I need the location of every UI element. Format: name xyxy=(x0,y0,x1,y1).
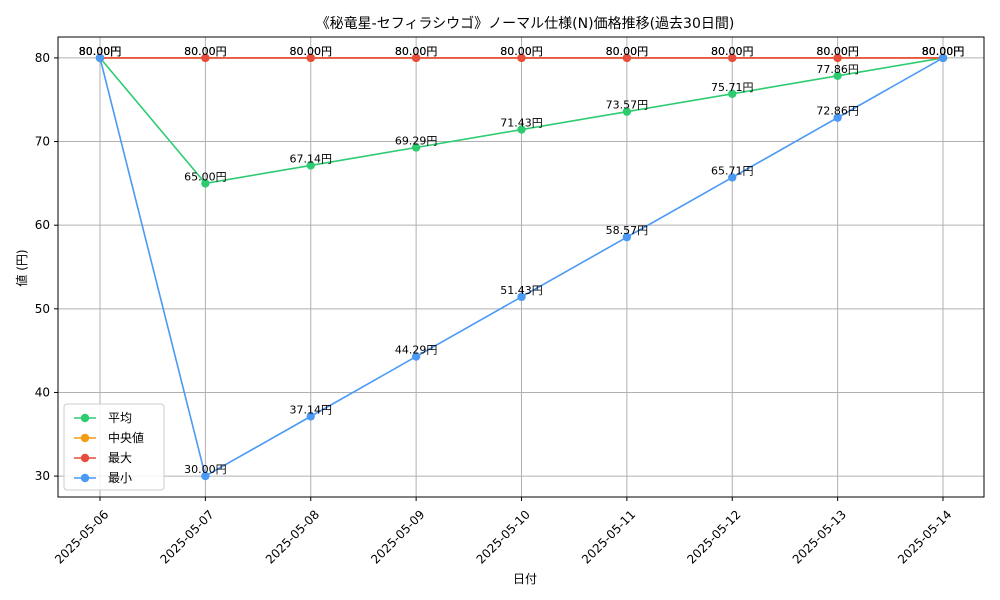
series-2-data-label: 80.00円 xyxy=(395,45,438,58)
legend-swatch-marker xyxy=(80,453,90,463)
legend-label: 平均 xyxy=(108,411,132,425)
legend-label: 中央値 xyxy=(108,430,144,445)
series-3-point xyxy=(411,352,421,361)
series-0-data-label: 67.14円 xyxy=(290,152,333,165)
series-3-point xyxy=(728,173,737,182)
series-0-data-label: 80.00円 xyxy=(79,45,122,58)
y-tick-label: 40 xyxy=(35,385,50,399)
series-2-data-label: 80.00円 xyxy=(711,45,754,58)
series-2-point xyxy=(833,53,842,63)
series-2-data-label: 80.00円 xyxy=(922,45,965,58)
series-0-data-label: 71.43円 xyxy=(500,117,543,130)
series-2-point xyxy=(201,53,210,63)
series-2-point xyxy=(622,53,632,63)
series-3-point xyxy=(517,292,526,302)
series-1-data-label: 80.00円 xyxy=(395,45,438,58)
series-0-data-label: 77.86円 xyxy=(816,63,859,76)
series-0-point xyxy=(517,125,526,134)
series-2-data-label: 80.00円 xyxy=(79,45,122,58)
series-0-point xyxy=(728,89,737,98)
series-0-data-label: 73.57円 xyxy=(606,99,649,112)
series-3-point xyxy=(95,53,105,63)
series-2-data-label: 80.00円 xyxy=(184,45,227,58)
series-2-data-label: 80.00円 xyxy=(500,45,543,58)
y-tick-label: 50 xyxy=(35,302,50,316)
series-3-data-label: 37.14円 xyxy=(290,403,333,416)
series-2-point xyxy=(517,53,526,63)
chart-title: 《秘竜星-セフィラシウゴ》ノーマル仕様(N)価格推移(過去30日間) xyxy=(316,15,735,32)
series-3-data-label: 44.29円 xyxy=(395,344,438,357)
series-2-data-label: 80.00円 xyxy=(290,45,333,58)
series-1-data-label: 80.00円 xyxy=(816,45,859,58)
series-2-data-label: 80.00円 xyxy=(816,45,859,58)
series-3-point xyxy=(201,471,210,481)
data-labels: 80.00円 65.00円 67.14円 69.29円 71.43円 73.57円 75.7… xyxy=(79,45,965,476)
series-3-data-label: 72.86円 xyxy=(816,105,859,118)
y-tick-label: 60 xyxy=(35,218,50,232)
series-0-data-label: 75.71円 xyxy=(711,81,754,94)
legend-box xyxy=(63,403,165,491)
series-1-data-label: 80.00円 xyxy=(711,45,754,58)
y-tick-label: 30 xyxy=(35,469,50,483)
series-2-point xyxy=(728,53,737,63)
series-1-data-label: 80.00円 xyxy=(500,45,543,58)
legend-label: 最大 xyxy=(108,451,132,465)
legend-swatch-marker xyxy=(80,473,90,483)
legend-label: 最小 xyxy=(108,471,132,485)
series-1-data-label: 80.00円 xyxy=(79,45,122,58)
series-3-data-label: 30.00円 xyxy=(184,463,227,476)
series-0-point xyxy=(411,143,421,152)
y-tick-label: 70 xyxy=(35,135,50,149)
series-2-point xyxy=(306,53,315,63)
series-0-point xyxy=(306,161,315,170)
series-3-point xyxy=(306,412,315,421)
legend-swatch-marker xyxy=(80,433,90,443)
y-axis-title: 値 (円) xyxy=(14,249,29,286)
series-3-point xyxy=(622,232,632,242)
y-tick-label: 80 xyxy=(35,51,50,65)
series-0-data-label: 65.00円 xyxy=(184,170,227,183)
series-2-data-label: 80.00円 xyxy=(606,45,649,58)
series-0-data-label: 80.00円 xyxy=(922,45,965,58)
series-2-point xyxy=(411,53,421,63)
series-3-data-label: 58.57円 xyxy=(606,224,649,237)
series-1-data-label: 80.00円 xyxy=(606,45,649,58)
series-3-data-label: 80.00円 xyxy=(922,45,965,58)
series-group xyxy=(95,53,948,481)
series-0-point xyxy=(201,179,210,188)
x-axis-title: 日付 xyxy=(513,572,537,586)
series-3-data-label: 80.00円 xyxy=(79,45,122,58)
series-3-data-label: 65.71円 xyxy=(711,164,754,177)
series-0-data-label: 69.29円 xyxy=(395,134,438,147)
series-0-point xyxy=(833,71,842,81)
series-3-point xyxy=(833,113,842,122)
series-3-point xyxy=(938,53,948,63)
series-1-data-label: 80.00円 xyxy=(922,45,965,58)
series-1-data-label: 80.00円 xyxy=(290,45,333,58)
series-0-point xyxy=(622,107,632,116)
series-1-data-label: 80.00円 xyxy=(184,45,227,58)
series-3-data-label: 51.43円 xyxy=(500,284,543,297)
legend-swatch-marker xyxy=(80,413,90,423)
